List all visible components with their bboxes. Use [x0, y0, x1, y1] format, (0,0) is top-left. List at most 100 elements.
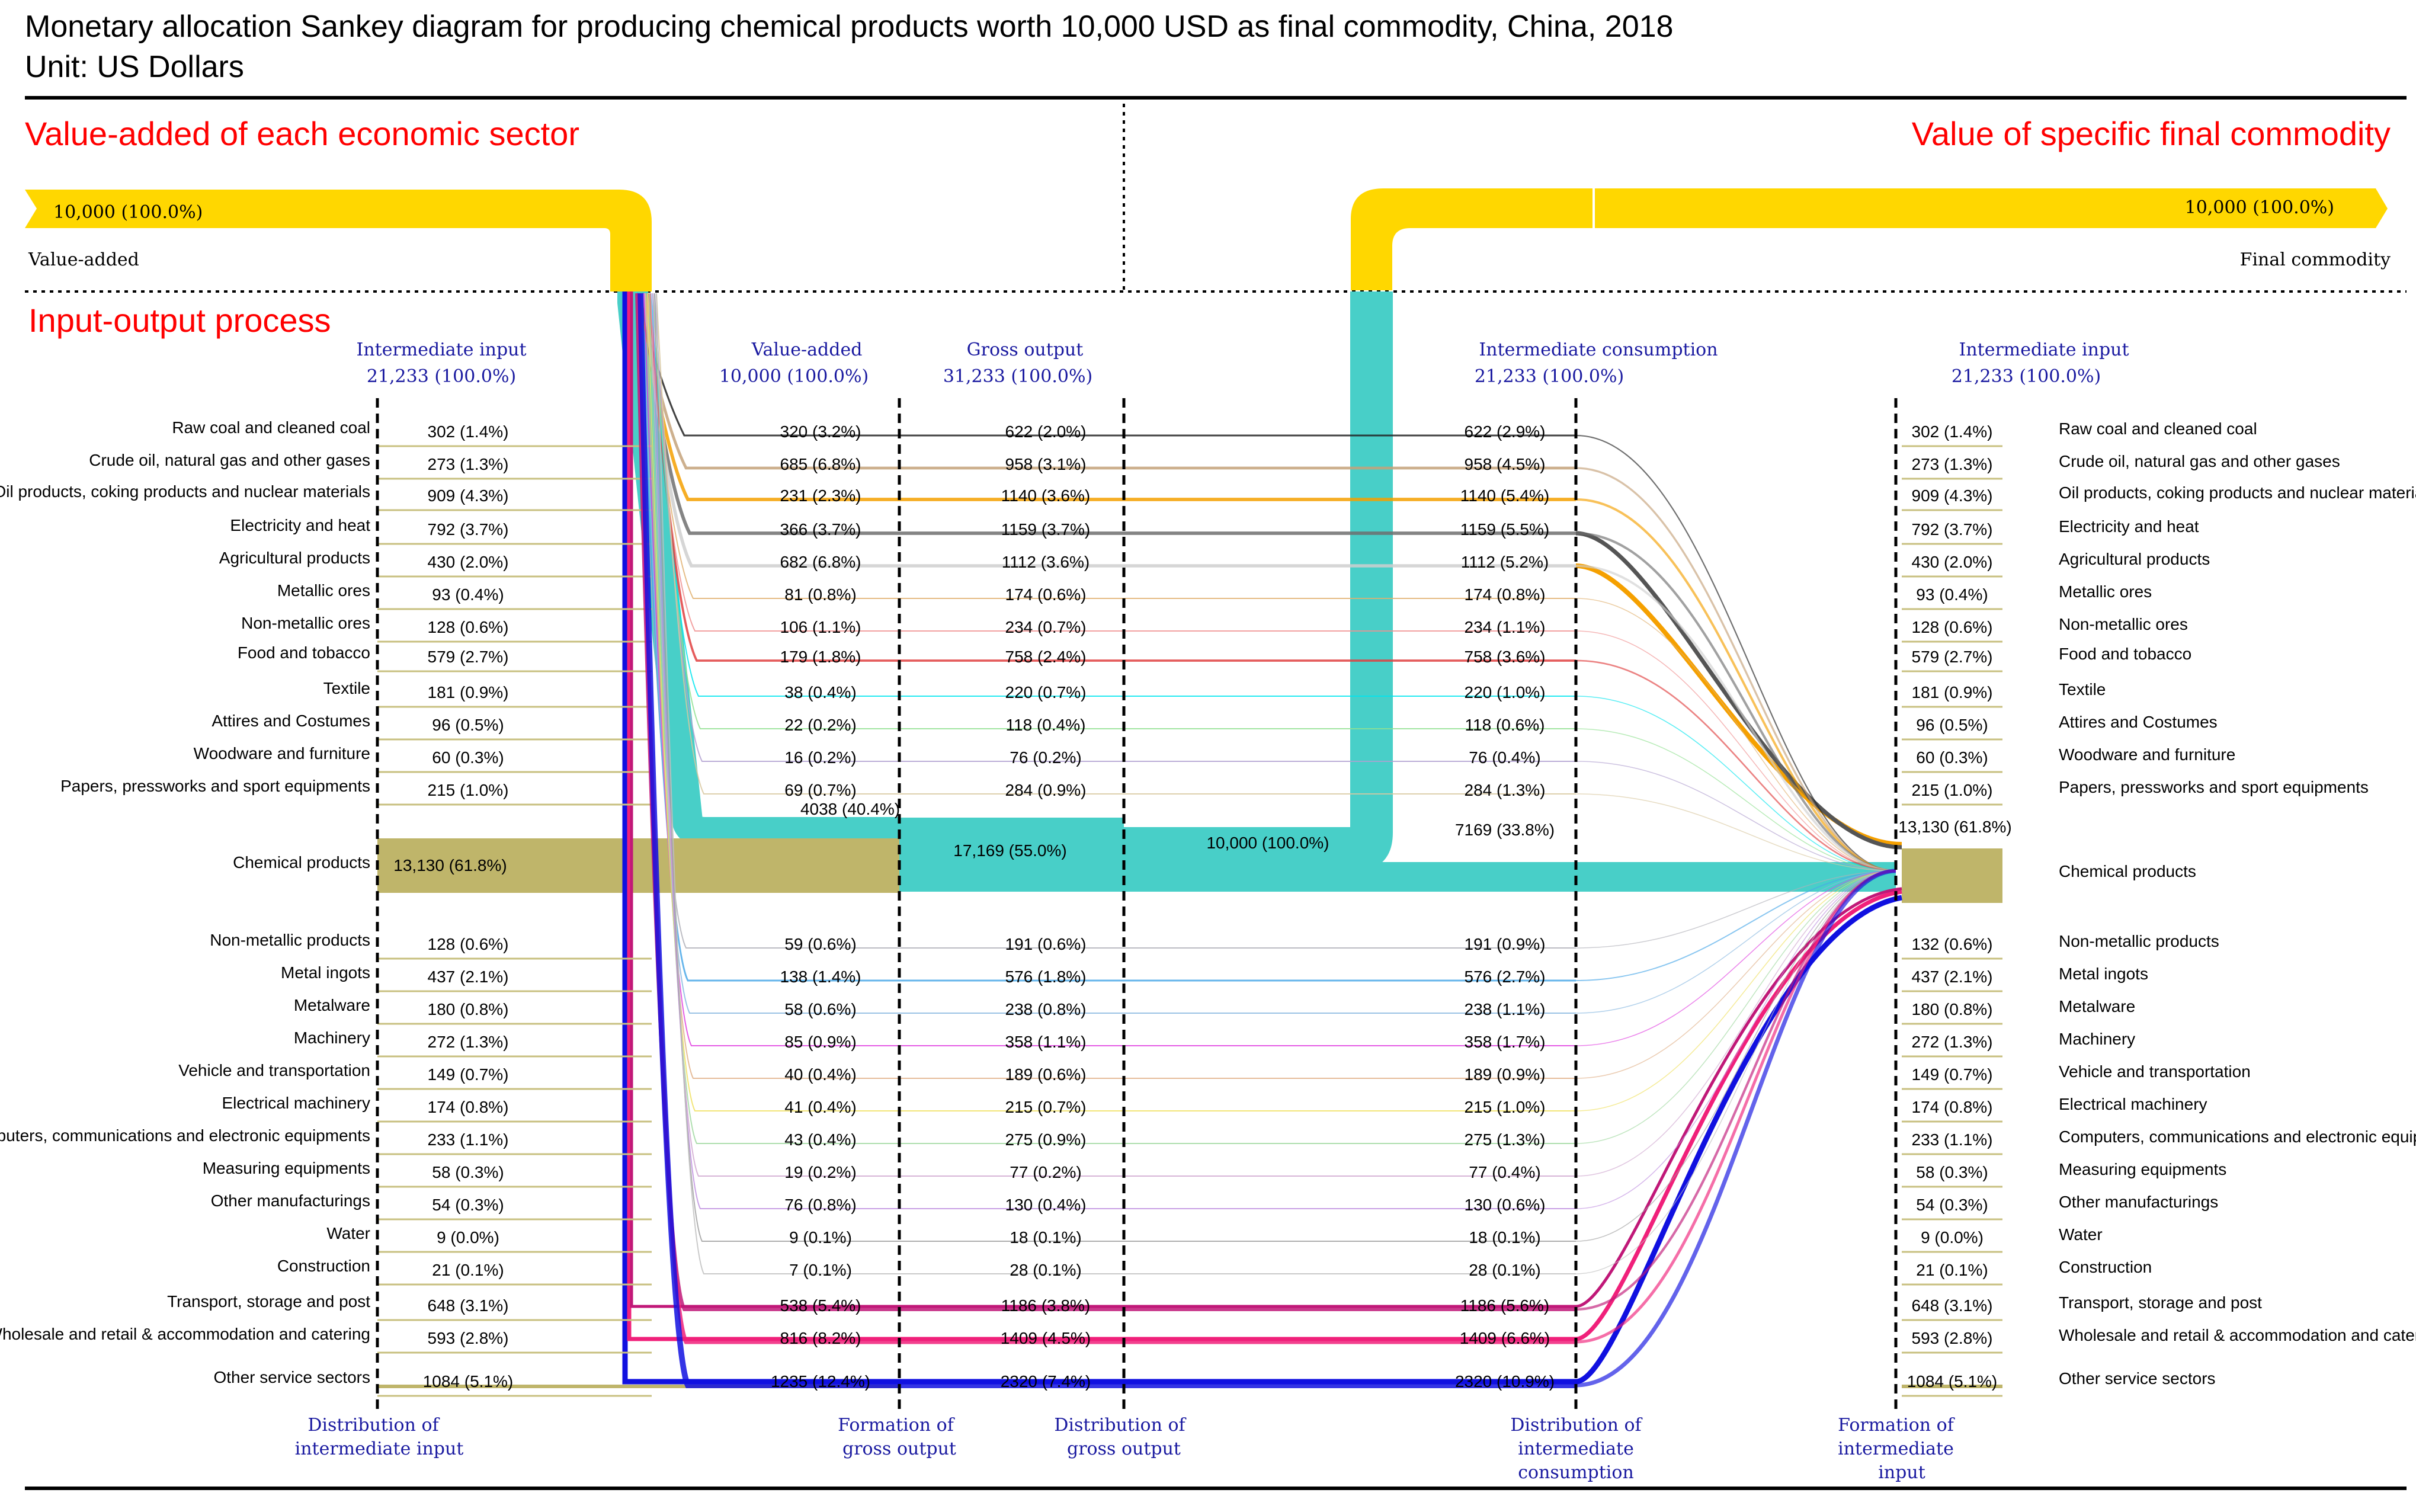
chem-ic-value: 7169 (33.8%)	[1455, 821, 1555, 839]
sector-label-right: Other manufacturings	[2059, 1193, 2218, 1211]
footer-form-ii-2: intermediate	[1838, 1439, 1954, 1459]
sector-label-left: Wholesale and retail & accommodation and…	[0, 1325, 370, 1343]
sector-label-left: Raw coal and cleaned coal	[172, 418, 370, 437]
go-value: 275 (0.9%)	[1005, 1130, 1087, 1149]
header-ii-left: Intermediate input	[356, 339, 526, 360]
va-value: 231 (2.3%)	[780, 486, 861, 505]
va-value: 22 (0.2%)	[784, 716, 856, 734]
sector-label-right: Food and tobacco	[2059, 645, 2191, 663]
footer-form-ii-3: input	[1878, 1462, 1925, 1483]
elec-fan-flow	[1575, 531, 1902, 850]
ii-right-value: 60 (0.3%)	[1916, 748, 1988, 767]
va-value: 16 (0.2%)	[784, 748, 856, 767]
ii-right-value: 593 (2.8%)	[1912, 1329, 1993, 1347]
sector-row: Food and tobacco Food and tobacco 579 (2.7…	[238, 293, 2191, 872]
ic-value: 958 (4.5%)	[1465, 455, 1546, 473]
section-value-added: Value-added of each economic sector	[25, 115, 579, 152]
ic-value: 220 (1.0%)	[1465, 683, 1546, 701]
va-value: 685 (6.8%)	[780, 455, 861, 473]
sector-row: Metallic ores Metallic ores 93 (0.4%) 81 (0…	[277, 293, 2152, 872]
ic-value: 622 (2.9%)	[1465, 422, 1546, 441]
sector-flow	[643, 293, 1576, 1046]
sector-flow	[656, 293, 1576, 1274]
value-added-arrow	[25, 190, 652, 290]
go-value: 1159 (3.7%)	[1001, 520, 1090, 539]
sector-label-right: Crude oil, natural gas and other gases	[2059, 452, 2340, 470]
sector-flow	[635, 293, 1576, 1311]
go-value: 118 (0.4%)	[1006, 716, 1086, 734]
ii-right-value: 21 (0.1%)	[1916, 1261, 1988, 1279]
sector-row: Chemical products Chemical products 13,130…	[233, 818, 2196, 880]
sector-label-left: Computers, communications and electronic…	[0, 1126, 370, 1145]
go-value: 191 (0.6%)	[1005, 935, 1087, 953]
ic-fan-flow	[1575, 728, 1896, 872]
go-value: 622 (2.0%)	[1005, 422, 1087, 441]
section-io: Input-output process	[28, 302, 331, 339]
ic-value: 77 (0.4%)	[1469, 1163, 1540, 1181]
ii-right-value: 273 (1.3%)	[1912, 455, 1993, 473]
go-value: 215 (0.7%)	[1005, 1098, 1087, 1116]
header-va: Value-added	[751, 339, 863, 360]
ii-left-value: 437 (2.1%)	[428, 968, 509, 986]
footer-form-go-2: gross output	[842, 1439, 956, 1459]
ic-fan-flow	[1575, 467, 1896, 872]
va-value: 538 (5.4%)	[780, 1296, 861, 1315]
ic-fan-flow	[1575, 761, 1896, 872]
sector-label-right: Papers, pressworks and sport equipments	[2059, 778, 2369, 796]
go-value: 28 (0.1%)	[1010, 1261, 1081, 1279]
ii-left-value: 13,130 (61.8%)	[393, 856, 507, 874]
ic-value: 1140 (5.4%)	[1460, 486, 1549, 505]
ic-value: 28 (0.1%)	[1469, 1261, 1540, 1279]
footer-form-ii-1: Formation of	[1838, 1415, 1955, 1436]
go-value: 576 (1.8%)	[1005, 968, 1087, 986]
ii-right-value: 174 (0.8%)	[1912, 1098, 1993, 1116]
chem-final-flow	[1124, 291, 1393, 870]
va-value: 19 (0.2%)	[784, 1163, 856, 1181]
final-commodity-arrow	[1351, 188, 2388, 290]
go-value: 1409 (4.5%)	[1001, 1329, 1091, 1347]
ic-fan-flow	[1575, 659, 1896, 872]
sector-label-right: Construction	[2059, 1258, 2152, 1276]
ii-right-value: 58 (0.3%)	[1916, 1163, 1988, 1181]
sector-label-right: Vehicle and transportation	[2059, 1062, 2251, 1081]
ii-right-value: 792 (3.7%)	[1912, 520, 1993, 539]
ic-value: 76 (0.4%)	[1469, 748, 1540, 767]
ii-right-value: 93 (0.4%)	[1916, 585, 1988, 604]
sector-label-right: Transport, storage and post	[2059, 1293, 2262, 1312]
page-title: Monetary allocation Sankey diagram for p…	[25, 9, 1673, 44]
ii-left-value: 149 (0.7%)	[428, 1065, 509, 1084]
ic-value: 215 (1.0%)	[1465, 1098, 1546, 1116]
sector-label-left: Metallic ores	[277, 581, 370, 600]
ic-fan-flow	[1575, 696, 1896, 872]
ii-right-value: 13,130 (61.8%)	[1898, 818, 2011, 836]
sector-label-right: Other service sectors	[2059, 1369, 2216, 1388]
va-value: 9 (0.1%)	[789, 1228, 852, 1247]
sector-label-right: Machinery	[2059, 1030, 2135, 1048]
ii-left-value: 648 (3.1%)	[428, 1296, 509, 1315]
ii-left-value: 60 (0.3%)	[432, 748, 504, 767]
sector-label-left: Agricultural products	[219, 549, 370, 567]
sector-label-right: Metallic ores	[2059, 582, 2152, 601]
ii-right-value: 149 (0.7%)	[1912, 1065, 1993, 1084]
go-value: 1112 (3.6%)	[1002, 553, 1090, 571]
sector-label-right: Oil products, coking products and nuclea…	[2059, 483, 2416, 502]
footer-dist-ii-1: Distribution of	[307, 1415, 440, 1436]
ii-left-value: 181 (0.9%)	[428, 683, 509, 701]
ii-left-value: 180 (0.8%)	[428, 1000, 509, 1018]
ic-value: 238 (1.1%)	[1465, 1000, 1546, 1018]
ic-value: 1186 (5.6%)	[1460, 1296, 1549, 1315]
sector-label-left: Water	[326, 1224, 370, 1242]
sector-label-right: Non-metallic products	[2059, 932, 2219, 950]
sector-label-left: Metal ingots	[281, 963, 370, 982]
va-value: 106 (1.1%)	[780, 618, 861, 636]
va-value: 81 (0.8%)	[784, 585, 856, 604]
ii-right-value: 437 (2.1%)	[1912, 968, 1993, 986]
chem-ic-flow	[1124, 862, 1896, 892]
ic-value: 1112 (5.2%)	[1461, 553, 1549, 571]
ii-left-value: 96 (0.5%)	[432, 716, 504, 734]
sector-label-left: Electricity and heat	[230, 516, 370, 534]
go-value: 2320 (7.4%)	[1001, 1372, 1091, 1391]
chem-va-flow	[617, 287, 899, 848]
sector-row: Papers, pressworks and sport equipments P…	[60, 293, 2369, 872]
sector-label-right: Raw coal and cleaned coal	[2059, 419, 2257, 438]
